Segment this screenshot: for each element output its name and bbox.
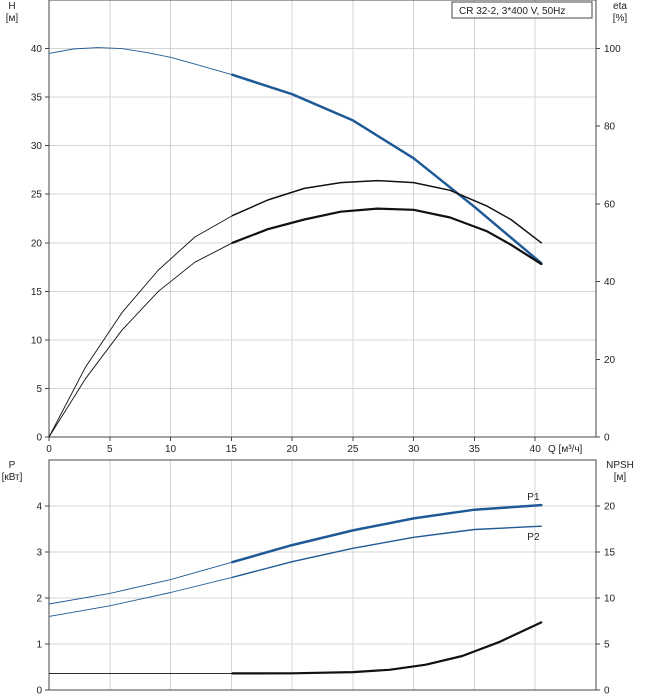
x-tick-label: 15 <box>226 444 238 455</box>
power-npsh-panel: 0 1 2 3 4 0 5 10 15 20 P[кВт] NPSH[м] P1 P2 <box>2 459 634 697</box>
y-tick-label: 10 <box>31 335 43 346</box>
y-axis-label-symbol: H <box>8 1 15 12</box>
x-tick-label: 40 <box>530 444 542 455</box>
x-tick-label: 5 <box>107 444 113 455</box>
y-right-tick-label: 5 <box>604 640 610 651</box>
p1-curve-extension <box>48 561 233 605</box>
plot-frame <box>48 0 597 438</box>
x-tick-label: 35 <box>469 444 481 455</box>
y-right-axis-label-symbol: eta <box>613 1 627 12</box>
series-0-0-curve <box>231 73 543 265</box>
y-right-tick-label: 20 <box>604 355 616 366</box>
y-right-axis-label-unit: [%] <box>613 13 628 24</box>
y-right-tick-label: 100 <box>604 44 621 55</box>
x-tick-label: 0 <box>46 444 52 455</box>
y-right-axis-label-unit: [м] <box>614 472 627 483</box>
series-0-2-curve <box>231 207 543 266</box>
y-axis-label-unit: [м] <box>6 13 19 24</box>
y-right-tick-label: 60 <box>604 199 616 210</box>
legend-text: CR 32-2, 3*400 V, 50Hz <box>459 6 565 17</box>
series-label-p1: P1 <box>527 492 540 503</box>
p1-curve <box>231 503 543 564</box>
x-tick-label: 25 <box>347 444 359 455</box>
y-right-tick-label: 0 <box>604 433 610 444</box>
p2-curve <box>231 525 542 578</box>
y-right-tick-label: 20 <box>604 502 616 513</box>
y-tick-label: 15 <box>31 287 43 298</box>
y-tick-label: 0 <box>36 686 42 697</box>
y-tick-label: 25 <box>31 190 43 201</box>
series-0-1-curve-extension <box>48 215 233 438</box>
x-tick-label: 30 <box>408 444 420 455</box>
y-right-tick-label: 40 <box>604 277 616 288</box>
y-tick-label: 20 <box>31 238 43 249</box>
y-tick-label: 4 <box>36 502 42 513</box>
y-tick-label: 2 <box>36 594 42 605</box>
y-tick-label: 40 <box>31 44 43 55</box>
y-axis-label-symbol: P <box>9 460 16 471</box>
y-tick-label: 35 <box>31 93 43 104</box>
y-right-tick-label: 15 <box>604 548 616 559</box>
y-right-axis-label-symbol: NPSH <box>606 460 634 471</box>
y-tick-label: 1 <box>36 640 42 651</box>
x-axis-label: Q [м³/ч] <box>548 444 583 455</box>
series-label-p2: P2 <box>527 532 540 543</box>
head-efficiency-panel: 0 5 10 15 20 25 30 35 40 0 20 40 60 80 100 H[м] eta[%] 0 5… <box>6 0 628 455</box>
y-right-tick-label: 80 <box>604 122 616 133</box>
y-right-tick-label: 0 <box>604 686 610 697</box>
p2-curve-extension <box>48 576 233 617</box>
series-0-0-curve-extension <box>48 47 233 76</box>
plot-frame <box>48 459 597 691</box>
y-tick-label: 3 <box>36 548 42 559</box>
legend-box: CR 32-2, 3*400 V, 50Hz <box>451 1 593 19</box>
y-tick-label: 30 <box>31 141 43 152</box>
x-tick-label: 20 <box>287 444 299 455</box>
y-tick-label: 5 <box>36 384 42 395</box>
y-tick-label: 0 <box>36 433 42 444</box>
series-1-2-curve <box>231 621 543 675</box>
x-tick-label: 10 <box>165 444 177 455</box>
series-0-2-curve-extension <box>48 242 233 438</box>
y-right-tick-label: 10 <box>604 594 616 605</box>
series-0-1-curve <box>231 179 543 244</box>
y-axis-label-unit: [кВт] <box>2 472 23 483</box>
